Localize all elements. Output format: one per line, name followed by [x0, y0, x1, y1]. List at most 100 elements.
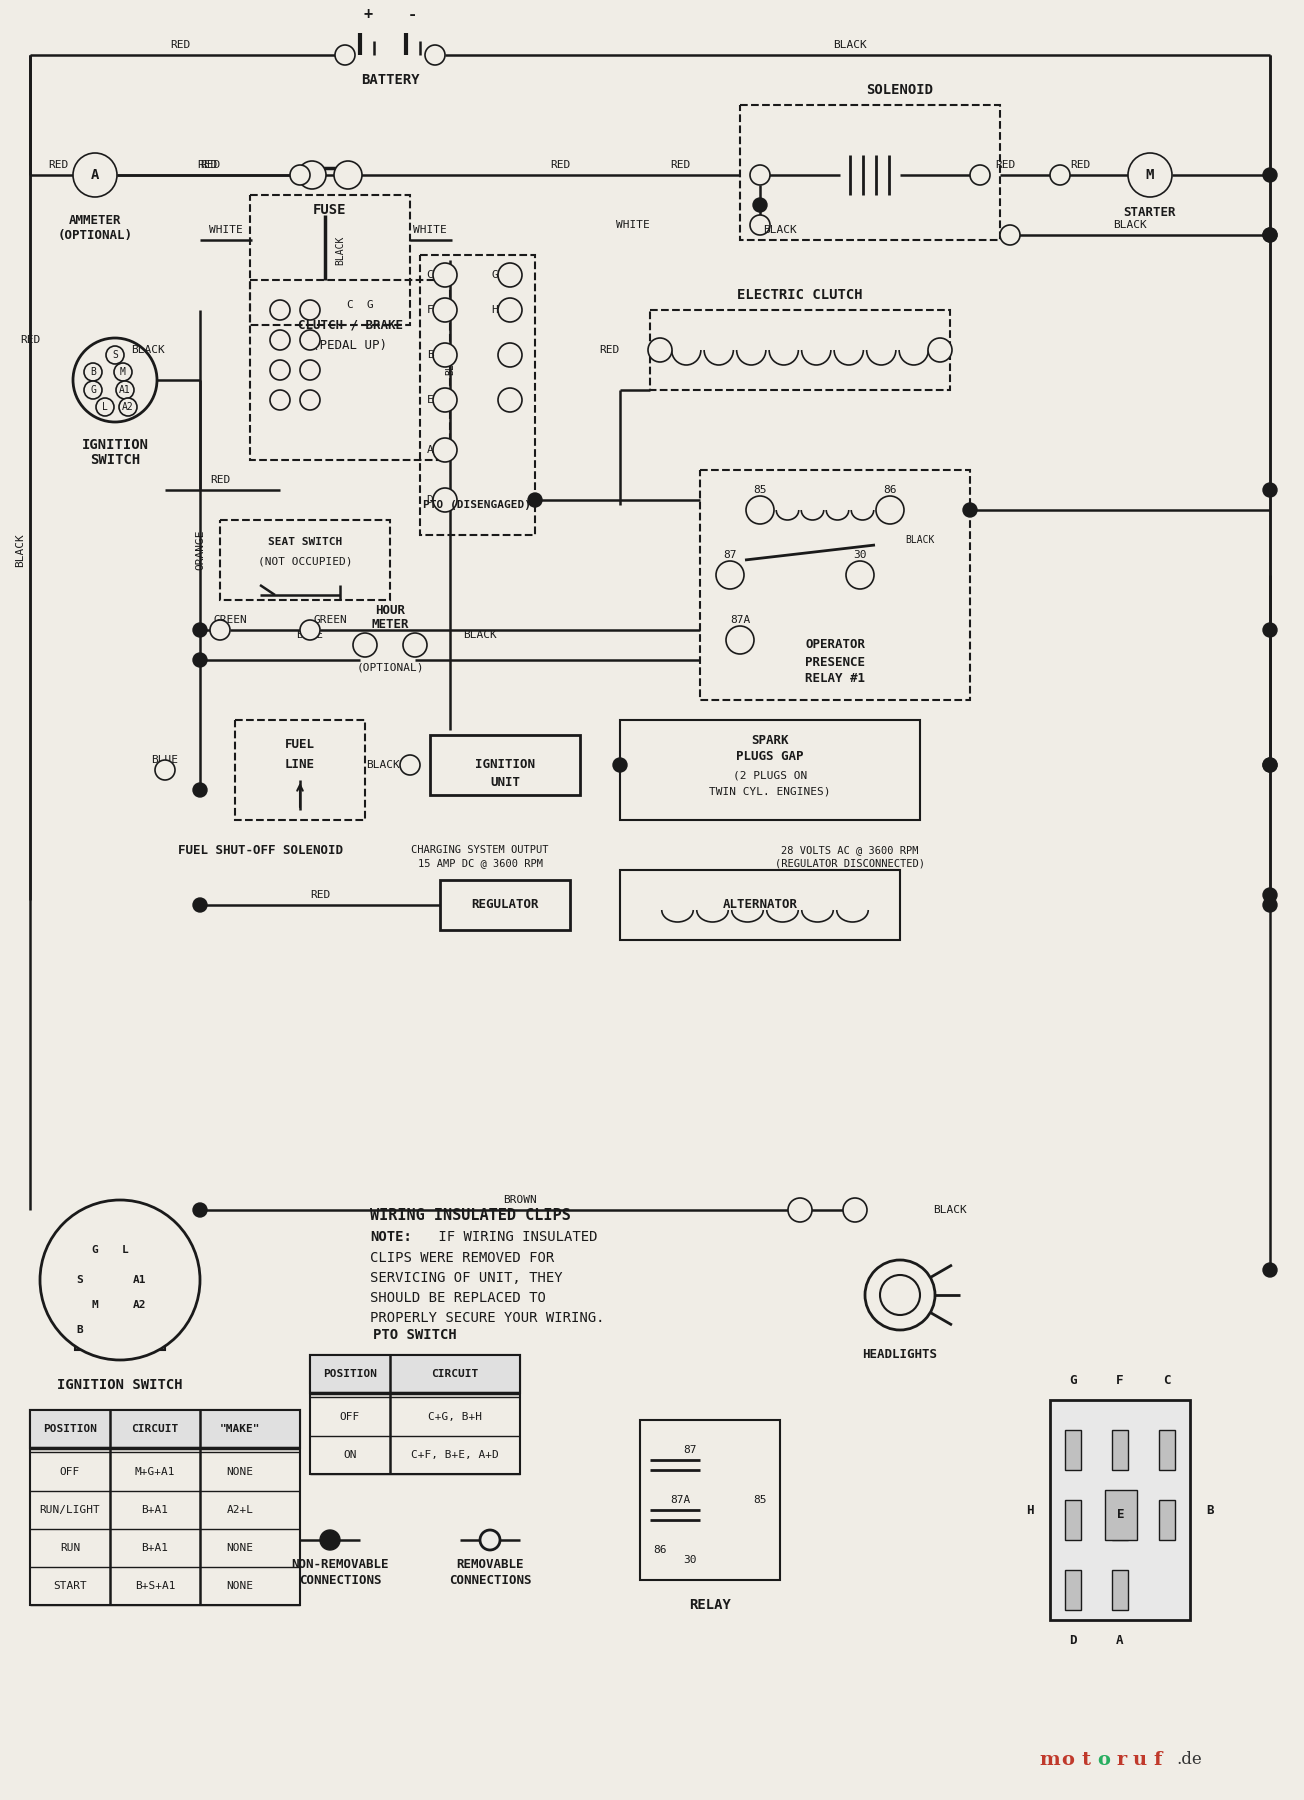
Circle shape — [842, 1199, 867, 1222]
Circle shape — [498, 299, 522, 322]
Circle shape — [270, 360, 289, 380]
Text: PTO SWITCH: PTO SWITCH — [373, 1328, 456, 1343]
Circle shape — [788, 1199, 812, 1222]
Text: RED: RED — [197, 160, 218, 169]
Circle shape — [119, 398, 137, 416]
Circle shape — [498, 344, 522, 367]
Text: RED: RED — [670, 160, 690, 169]
Text: A: A — [91, 167, 99, 182]
Text: D: D — [1069, 1634, 1077, 1647]
Text: B: B — [90, 367, 96, 376]
Circle shape — [716, 562, 745, 589]
Text: 87: 87 — [683, 1445, 696, 1454]
Text: CHARGING SYSTEM OUTPUT: CHARGING SYSTEM OUTPUT — [411, 844, 549, 855]
Bar — [113, 1240, 137, 1258]
Bar — [430, 734, 580, 796]
Bar — [76, 1220, 166, 1350]
Text: BLACK: BLACK — [132, 346, 164, 355]
Text: 30: 30 — [853, 551, 867, 560]
Text: SOLENOID: SOLENOID — [866, 83, 934, 97]
Text: BLACK: BLACK — [463, 630, 497, 641]
Text: o: o — [1061, 1751, 1074, 1769]
Text: M: M — [1146, 167, 1154, 182]
Text: G: G — [492, 270, 498, 281]
Text: C: C — [1163, 1373, 1171, 1386]
Text: o: o — [1098, 1751, 1111, 1769]
Text: CONNECTIONS: CONNECTIONS — [449, 1573, 531, 1586]
Circle shape — [846, 562, 874, 589]
Text: A1: A1 — [133, 1274, 147, 1285]
Bar — [1050, 1400, 1191, 1620]
Circle shape — [400, 754, 420, 776]
Circle shape — [498, 263, 522, 286]
Text: G: G — [91, 1246, 98, 1255]
Circle shape — [300, 301, 319, 320]
Text: C+G, B+H: C+G, B+H — [428, 1411, 482, 1422]
Text: CLIPS WERE REMOVED FOR: CLIPS WERE REMOVED FOR — [370, 1251, 554, 1265]
Text: STARTER: STARTER — [1124, 207, 1176, 220]
Circle shape — [876, 497, 904, 524]
Text: NOTE:: NOTE: — [370, 1229, 412, 1244]
Circle shape — [425, 45, 445, 65]
Text: RED: RED — [310, 889, 330, 900]
Text: SPARK: SPARK — [751, 734, 789, 747]
Text: M+G+A1: M+G+A1 — [134, 1467, 175, 1478]
Text: BATTERY: BATTERY — [361, 74, 420, 86]
Circle shape — [193, 898, 207, 913]
Circle shape — [270, 391, 289, 410]
Circle shape — [193, 1202, 207, 1217]
Text: C: C — [347, 301, 353, 310]
Text: GREEN: GREEN — [313, 616, 347, 625]
Circle shape — [1000, 225, 1020, 245]
Text: S: S — [77, 1274, 83, 1285]
Text: (2 PLUGS ON: (2 PLUGS ON — [733, 770, 807, 779]
Circle shape — [270, 329, 289, 349]
Text: 30: 30 — [683, 1555, 696, 1564]
Text: START: START — [53, 1580, 87, 1591]
Bar — [1065, 1570, 1081, 1609]
Circle shape — [73, 153, 117, 196]
Text: HEADLIGHTS: HEADLIGHTS — [862, 1348, 938, 1361]
Text: 86: 86 — [653, 1544, 666, 1555]
Text: PTO (DISENGAGED): PTO (DISENGAGED) — [422, 500, 531, 509]
Text: RUN/LIGHT: RUN/LIGHT — [39, 1505, 100, 1516]
Circle shape — [433, 488, 456, 511]
Circle shape — [750, 214, 769, 236]
Circle shape — [1264, 898, 1277, 913]
Text: -: - — [407, 7, 416, 22]
Circle shape — [752, 198, 767, 212]
Circle shape — [1264, 887, 1277, 902]
Text: D: D — [426, 495, 433, 506]
Text: RED: RED — [1069, 160, 1090, 169]
Text: (OPTIONAL): (OPTIONAL) — [356, 662, 424, 671]
Text: B: B — [426, 349, 433, 360]
Text: 85: 85 — [754, 1496, 767, 1505]
Circle shape — [648, 338, 672, 362]
Text: "MAKE": "MAKE" — [220, 1424, 261, 1435]
Circle shape — [433, 389, 456, 412]
Text: B+S+A1: B+S+A1 — [134, 1580, 175, 1591]
Circle shape — [299, 160, 326, 189]
Text: ORANGE: ORANGE — [196, 529, 205, 571]
Circle shape — [1264, 1264, 1277, 1276]
Circle shape — [928, 338, 952, 362]
Text: IGNITION: IGNITION — [475, 758, 535, 772]
Circle shape — [300, 619, 319, 641]
Text: WHITE: WHITE — [209, 225, 243, 236]
Text: SEAT SWITCH: SEAT SWITCH — [267, 536, 342, 547]
Circle shape — [96, 398, 113, 416]
Bar — [235, 720, 365, 821]
Text: m: m — [1039, 1751, 1060, 1769]
Text: SERVICING OF UNIT, THEY: SERVICING OF UNIT, THEY — [370, 1271, 562, 1285]
Text: LINE: LINE — [286, 758, 316, 772]
Text: CIRCUIT: CIRCUIT — [132, 1424, 179, 1435]
Text: BLACK: BLACK — [1114, 220, 1148, 230]
Text: RED: RED — [48, 160, 68, 169]
Bar — [640, 1420, 780, 1580]
Text: G: G — [366, 301, 373, 310]
Circle shape — [270, 301, 289, 320]
Bar — [30, 1409, 300, 1606]
Text: POSITION: POSITION — [323, 1370, 377, 1379]
Circle shape — [1128, 153, 1172, 196]
Bar — [310, 1355, 520, 1393]
